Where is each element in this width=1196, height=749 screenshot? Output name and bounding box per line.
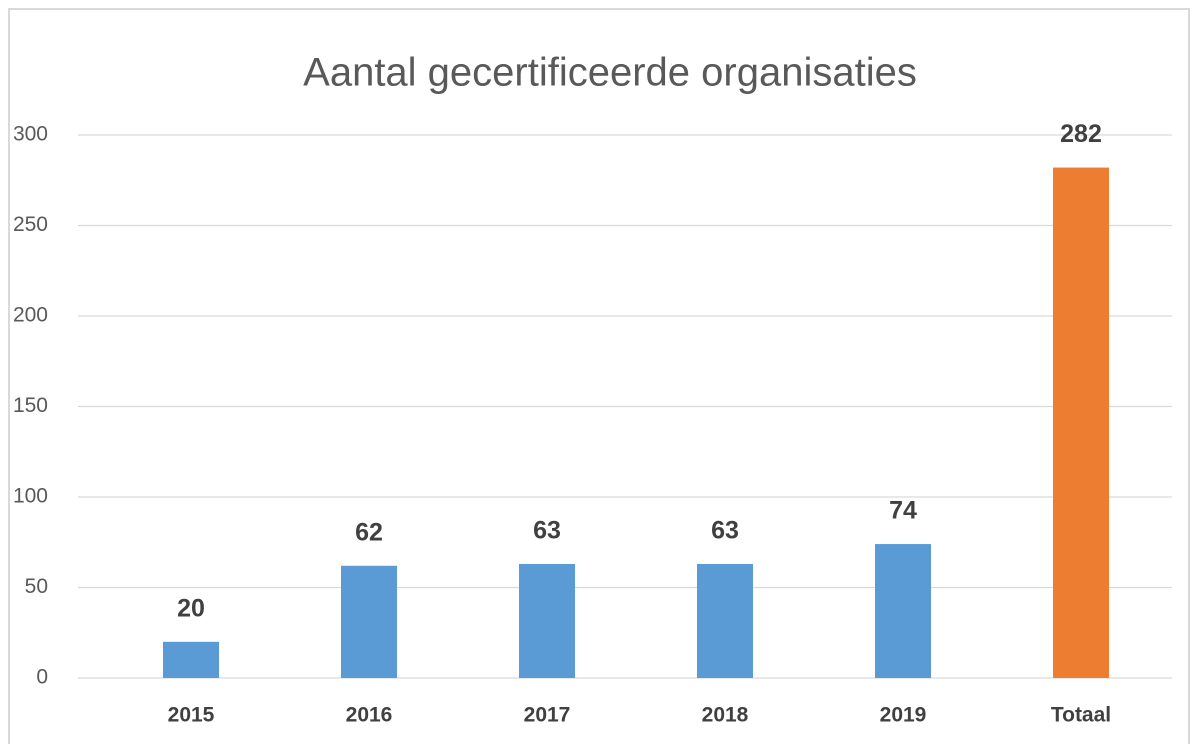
x-tick-label: 2015 bbox=[168, 704, 215, 727]
data-label: 282 bbox=[1060, 120, 1102, 148]
y-tick-label: 150 bbox=[13, 394, 48, 417]
x-tick-label: 2019 bbox=[880, 704, 927, 727]
chart-border bbox=[8, 8, 1190, 749]
chart-title: Aantal gecertificeerde organisaties bbox=[303, 51, 917, 95]
y-tick-label: 300 bbox=[13, 123, 48, 146]
x-tick-label: 2016 bbox=[346, 704, 393, 727]
x-tick-label: 2017 bbox=[524, 704, 571, 727]
bar bbox=[875, 544, 931, 678]
x-tick-label: 2018 bbox=[702, 704, 749, 727]
data-label: 20 bbox=[177, 594, 205, 622]
y-tick-label: 100 bbox=[13, 485, 48, 508]
bar bbox=[341, 565, 397, 678]
data-label: 74 bbox=[889, 497, 917, 525]
data-label: 63 bbox=[711, 517, 739, 545]
data-label: 63 bbox=[533, 517, 561, 545]
x-tick-label: Totaal bbox=[1051, 704, 1111, 727]
y-tick-label: 50 bbox=[25, 575, 48, 598]
y-tick-label: 0 bbox=[36, 666, 48, 689]
bar bbox=[1053, 167, 1109, 678]
bar bbox=[697, 563, 753, 678]
y-tick-label: 250 bbox=[13, 213, 48, 236]
y-tick-label: 200 bbox=[13, 304, 48, 327]
data-label: 62 bbox=[355, 518, 383, 546]
bar bbox=[519, 563, 575, 678]
bar bbox=[163, 641, 219, 678]
